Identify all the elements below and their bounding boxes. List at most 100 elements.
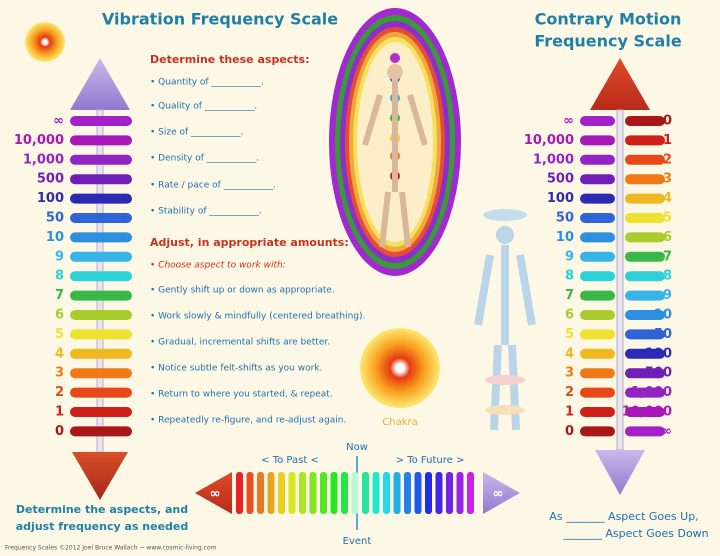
scale-bar [625,310,665,320]
scale-bar [625,290,665,301]
scale-label: 50 [46,211,64,226]
time-bar [330,472,338,514]
scale-bar [625,407,665,417]
down-arrow [72,452,128,500]
scale-label: 1 [663,133,672,148]
scale-label: 7 [565,288,574,303]
scale-label: 2 [55,385,64,400]
scale-bar [580,154,615,165]
scale-label: 1 [565,405,574,420]
scale-label: 5 [663,211,672,226]
up-arrow [70,58,130,110]
scale-label: 9 [565,249,574,264]
scale-bar [70,290,132,301]
scale-bar [625,271,665,282]
scale-bar [580,193,615,204]
sun-icon [25,22,65,62]
time-bar [288,472,296,514]
scale-label: ∞ [661,424,672,439]
aspect-item: • Rate / pace of ___________. [150,181,276,191]
aspect-item: • Size of ___________. [150,128,243,138]
scale-label: 10 [46,230,64,245]
time-bar [246,472,254,514]
scale-label: 100 [37,191,64,206]
scale-label: 1,000 [631,385,672,400]
scale-label: 4 [663,191,672,206]
scale-label: 4 [565,346,574,361]
scale-bar [625,348,665,359]
scale-bar [580,310,615,320]
scale-label: 5 [55,327,64,342]
footer: Frequency Scales ©2012 Joel Bruce Wallac… [5,545,217,552]
contrary-note: _______ Aspect Goes Down [562,527,708,540]
scale-label: 100 [645,346,672,361]
scale-label: 500 [547,172,574,187]
scale-label: 0 [55,424,64,439]
aspects-heading: Determine these aspects: [150,53,310,66]
scale-bar [70,251,132,262]
event-label: Event [343,536,372,547]
scale-label: 8 [663,269,672,284]
scale-bar [625,213,665,223]
scale-bar [625,232,665,243]
scale-label: 1,000 [23,152,64,167]
time-bar [278,472,285,514]
scale-bar [580,174,615,185]
scale-bar [70,116,132,126]
time-bar [372,472,380,514]
aspect-item: • Stability of ___________. [150,207,262,217]
scale-label: 1 [55,405,64,420]
time-bar [309,472,317,514]
scale-bar [625,426,665,437]
scale-bar [580,426,615,437]
scale-bar [580,290,615,301]
scale-label: 0 [663,114,672,129]
future-arrow [483,472,520,514]
chakra-label: Chakra [382,417,417,428]
scale-bar [625,154,665,165]
scale-label: 10 [654,308,672,323]
scale-bar [70,368,132,379]
time-bar [257,472,264,514]
aspect-item: • Quantity of ___________. [150,78,264,88]
scale-bar [580,329,615,340]
scale-bar [70,426,132,437]
scale-label: 2 [663,152,672,167]
scale-bar [580,407,615,417]
scale-bar [70,135,132,146]
scale-label: 500 [645,366,672,381]
time-bar [320,472,327,514]
scale-bar [580,213,615,223]
scale-bar [580,135,615,146]
instruction: adjust frequency as needed [16,520,188,533]
adjust-item: • Repeatedly re-figure, and re-adjust ag… [150,416,346,426]
time-bar [351,472,359,514]
right-title: Contrary Motion [535,10,682,29]
aura-oval [329,8,461,276]
scale-label: 50 [654,327,672,342]
scale-label: 6 [565,308,574,323]
scale-bar [580,271,615,282]
scale-label: 0 [565,424,574,439]
adjust-item: • Gently shift up or down as appropriate… [150,286,335,296]
scale-label: ∞ [563,114,574,129]
scale-bar [70,387,132,398]
past-label: < To Past < [261,455,319,466]
time-bar [267,472,275,514]
scale-label: 3 [565,366,574,381]
scale-bar [70,271,132,282]
scale-label: 4 [55,346,64,361]
scale-bar [70,310,132,320]
time-bar [383,472,390,514]
adjust-item: • Return to where you started, & repeat. [150,390,333,400]
time-bar [467,472,474,514]
scale-label: ∞ [53,114,64,129]
blue-figure [474,209,536,431]
aspect-item: • Density of ___________. [150,154,259,164]
scale-label: 10 [556,230,574,245]
scale-bar [70,329,132,340]
scale-bar [70,407,132,417]
scale-label: 10,000 [524,133,574,148]
time-bar [404,472,411,514]
